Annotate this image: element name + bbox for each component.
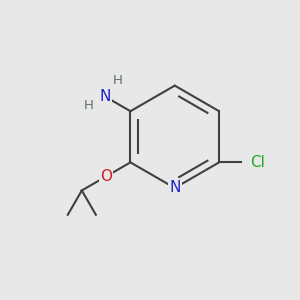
Text: O: O [100, 169, 112, 184]
Text: N: N [169, 181, 181, 196]
Text: H: H [112, 74, 122, 87]
Text: Cl: Cl [250, 155, 265, 170]
Text: N: N [99, 89, 110, 104]
Text: H: H [84, 99, 94, 112]
